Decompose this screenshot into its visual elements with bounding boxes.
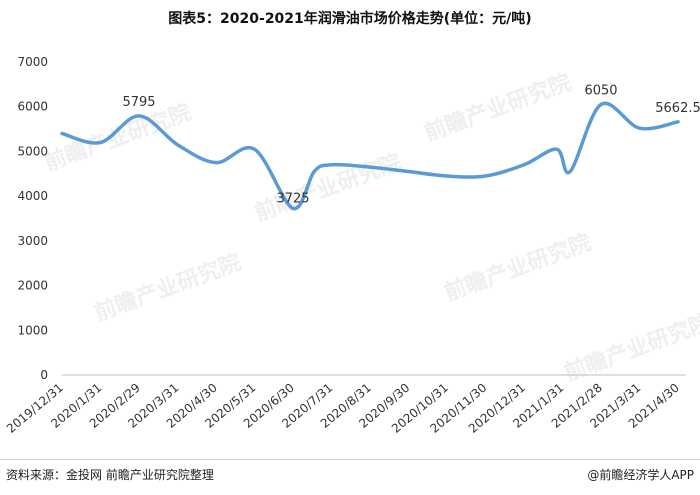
data-label: 3725 [276, 191, 309, 206]
source-note: 资料来源：金投网 前瞻产业研究院整理 [6, 468, 214, 482]
y-tick-label: 7000 [17, 55, 48, 69]
price-series-line [60, 101, 680, 211]
chart-title: 图表5：2020-2021年润滑油市场价格走势(单位：元/吨) [168, 11, 532, 27]
data-label: 5662.5 [655, 101, 700, 116]
y-tick-label: 3000 [17, 234, 48, 248]
y-tick-label: 5000 [17, 144, 48, 158]
brand-credit: @前瞻经济学人APP [587, 468, 694, 482]
y-tick-label: 1000 [17, 323, 48, 337]
data-label: 5795 [122, 95, 155, 110]
footer-divider [0, 459, 700, 460]
y-tick-label: 4000 [17, 189, 48, 203]
y-tick-label: 2000 [17, 279, 48, 293]
y-tick-label: 6000 [17, 100, 48, 114]
y-tick-label: 0 [40, 368, 48, 382]
data-label: 6050 [584, 83, 617, 98]
